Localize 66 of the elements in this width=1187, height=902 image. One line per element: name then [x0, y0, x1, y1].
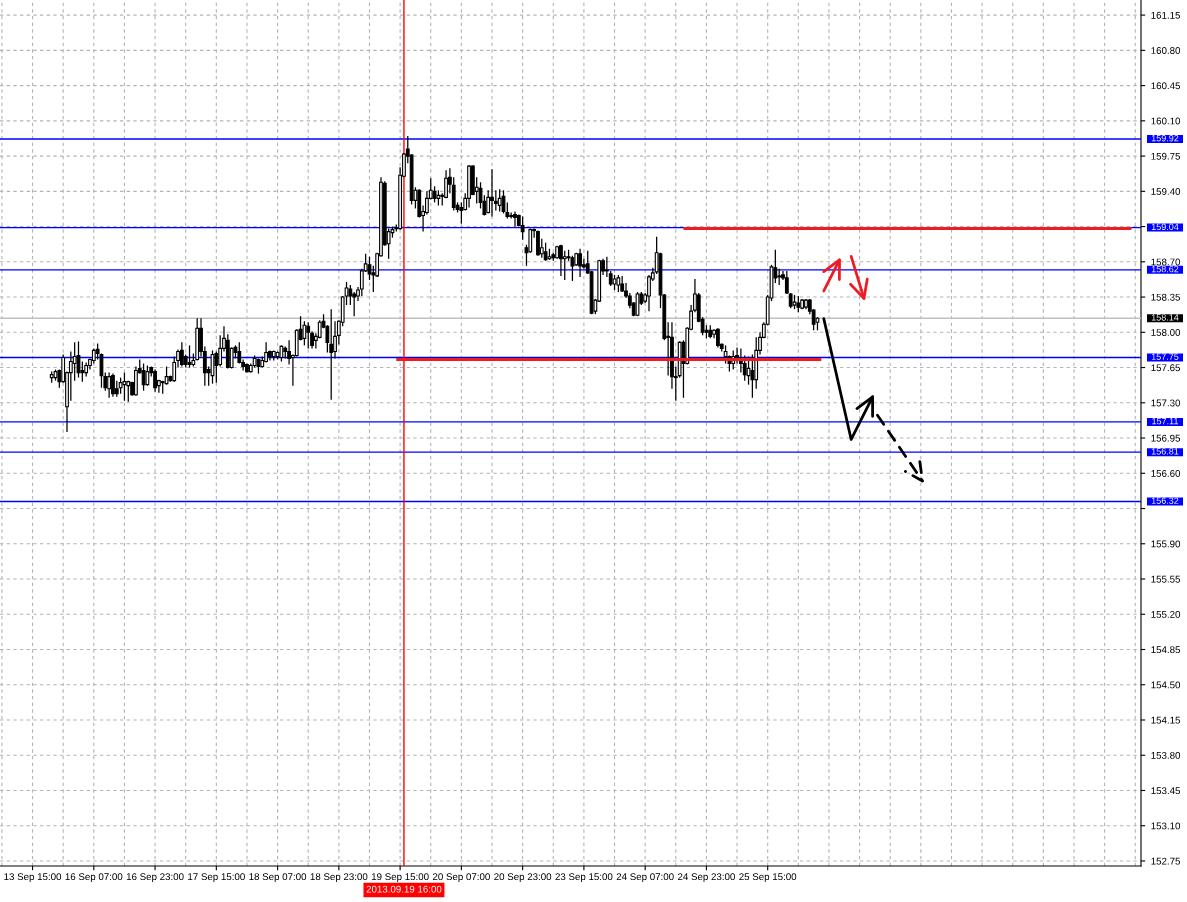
- candlestick: [559, 244, 563, 277]
- y-tick-label: 156.95: [1151, 434, 1181, 442]
- y-tick-label: 157.65: [1151, 364, 1181, 372]
- candlestick: [329, 308, 334, 401]
- ref-line-label: 159.92: [1151, 134, 1179, 142]
- candlestick: [302, 320, 307, 347]
- candlestick: [543, 242, 548, 262]
- ref-line-label: 159.04: [1151, 223, 1179, 230]
- ref-line-label: 157.11: [1152, 418, 1179, 425]
- candlestick: [179, 341, 184, 368]
- y-tick-label: 154.50: [1151, 681, 1181, 689]
- y-tick-label: 156.60: [1151, 470, 1181, 477]
- candlestick: [214, 350, 219, 384]
- candlestick: [348, 284, 353, 306]
- y-tick-label: 157.30: [1151, 399, 1181, 407]
- candlestick: [111, 372, 115, 398]
- y-tick-label: 153.80: [1151, 751, 1181, 759]
- candlestick: [490, 168, 494, 218]
- x-tick-label: 2013.09.19 16:00: [366, 885, 442, 893]
- y-tick-label: 161.15: [1151, 11, 1181, 19]
- candlestick: [716, 327, 720, 349]
- candlestick: [497, 188, 502, 213]
- candlestick: [72, 341, 77, 382]
- y-tick-label: 154.85: [1151, 646, 1181, 654]
- x-tick-label: 24 Sep 07:00: [616, 873, 674, 883]
- y-tick-label: 158.70: [1151, 258, 1181, 266]
- candlestick: [536, 229, 540, 257]
- y-tick-label: 160.45: [1151, 82, 1181, 90]
- x-tick-label: 16 Sep 23:00: [126, 873, 184, 883]
- candlestick: [153, 368, 157, 393]
- x-tick-label: 17 Sep 15:00: [188, 873, 245, 883]
- x-tick-label: 18 Sep 07:00: [249, 873, 307, 883]
- y-tick-label: 159.75: [1151, 152, 1181, 160]
- candlestick: [107, 371, 112, 399]
- candlestick: [578, 248, 582, 278]
- candlestick: [513, 210, 517, 228]
- x-tick-label: 19 Sep 15:00: [371, 873, 429, 883]
- x-tick-label: 18 Sep 23:00: [310, 873, 368, 883]
- y-tick-label: 160.80: [1151, 47, 1181, 54]
- candlestick: [750, 353, 755, 399]
- ref-line-label: 158.62: [1151, 265, 1179, 273]
- y-tick-label: 155.90: [1151, 540, 1181, 548]
- ref-line-label: 156.32: [1151, 497, 1179, 504]
- candlestick: [459, 201, 464, 225]
- candlestick: [367, 256, 372, 281]
- x-tick-label: 20 Sep 23:00: [494, 873, 552, 883]
- y-tick-label: 153.10: [1151, 822, 1181, 830]
- x-tick-label: 24 Sep 23:00: [677, 873, 735, 883]
- y-tick-label: 158.00: [1151, 329, 1181, 336]
- ref-line-label: 158.14: [1151, 314, 1179, 321]
- ref-line-label: 156.81: [1151, 448, 1179, 455]
- ref-line-label: 157.75: [1151, 353, 1179, 360]
- y-tick-label: 155.20: [1151, 610, 1181, 618]
- y-tick-label: 152.75: [1151, 857, 1181, 865]
- y-tick-label: 154.15: [1151, 716, 1181, 724]
- x-tick-label: 16 Sep 07:00: [65, 873, 123, 883]
- y-tick-label: 160.10: [1151, 117, 1181, 125]
- y-tick-label: 159.40: [1151, 188, 1181, 195]
- x-tick-label: 13 Sep 15:00: [4, 873, 62, 883]
- x-tick-label: 25 Sep 15:00: [739, 873, 797, 883]
- y-tick-label: 158.35: [1151, 293, 1181, 301]
- y-tick-label: 153.45: [1151, 787, 1181, 795]
- y-tick-label: 155.55: [1151, 575, 1181, 583]
- x-tick-label: 23 Sep 15:00: [555, 873, 613, 883]
- candlestick: [325, 324, 330, 354]
- x-tick-label: 20 Sep 07:00: [432, 873, 490, 883]
